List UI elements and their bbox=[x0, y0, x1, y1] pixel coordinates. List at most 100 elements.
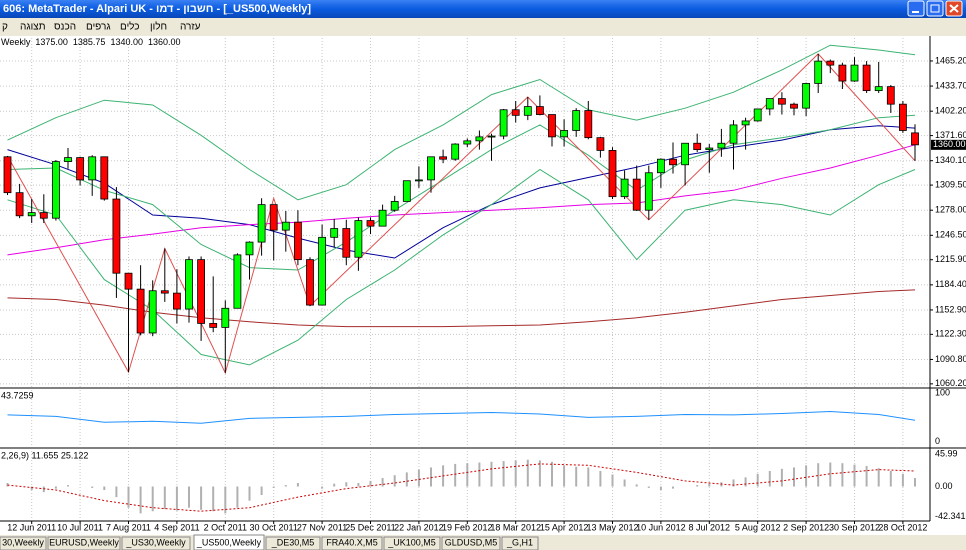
minimize-button[interactable] bbox=[907, 0, 925, 17]
y-tick-label: 1246.50 bbox=[935, 230, 966, 240]
candle-body bbox=[499, 109, 508, 137]
tab-label[interactable]: EURUSD,Weekly bbox=[49, 537, 119, 547]
chart-header: Weekly 1375.00 1385.75 1340.00 1360.00 bbox=[1, 37, 181, 47]
candle-body bbox=[729, 124, 738, 144]
restore-button[interactable] bbox=[926, 0, 944, 17]
tab-label[interactable]: 30,Weekly bbox=[2, 537, 44, 547]
candle-body bbox=[620, 178, 629, 198]
x-tick-label: 25 Dec 2011 bbox=[345, 522, 395, 532]
tab[interactable] bbox=[0, 536, 47, 550]
tab[interactable] bbox=[383, 536, 441, 550]
candle-body bbox=[765, 98, 774, 110]
tab-label[interactable]: _G,H1 bbox=[506, 537, 533, 547]
panel-label: 43.7259 bbox=[1, 390, 34, 400]
candle-body bbox=[39, 212, 48, 219]
y-tick-label: 1122.30 bbox=[935, 329, 966, 339]
chart-window bbox=[0, 36, 966, 535]
candle-body bbox=[209, 323, 218, 328]
title-bar bbox=[0, 0, 966, 18]
x-tick-label: 27 Nov 2011 bbox=[297, 522, 347, 532]
candle-body bbox=[27, 212, 36, 217]
candle-body bbox=[802, 83, 810, 109]
ohlc-value: 1385.75 bbox=[73, 37, 106, 47]
menu-bar bbox=[0, 18, 966, 36]
menu-item[interactable]: חלון bbox=[150, 21, 167, 33]
candle-body bbox=[898, 103, 907, 131]
candle-body bbox=[366, 220, 375, 227]
candle-body bbox=[15, 192, 24, 217]
menu-item[interactable]: הכנס bbox=[54, 22, 76, 33]
x-tick-label: 28 Oct 2012 bbox=[878, 522, 927, 532]
candle-body bbox=[741, 120, 750, 126]
candle-body bbox=[294, 221, 302, 261]
x-tick-label: 13 May 2012 bbox=[586, 522, 638, 532]
candle-body bbox=[886, 86, 895, 105]
indicator-line bbox=[7, 289, 916, 328]
tab-label[interactable]: FRA40.X,M5 bbox=[326, 537, 378, 547]
candle-body bbox=[197, 259, 206, 324]
y-tick-label: -42.341 bbox=[935, 511, 966, 521]
ohlc-value: 1340.00 bbox=[110, 37, 143, 47]
candle-body bbox=[64, 157, 72, 162]
y-tick-label: 1465.20 bbox=[935, 55, 966, 65]
tab[interactable] bbox=[501, 536, 539, 550]
tab-label[interactable]: _US500,Weekly bbox=[196, 537, 262, 547]
y-tick-label: 1433.70 bbox=[935, 80, 966, 90]
indicator-line bbox=[7, 125, 916, 259]
candle-body bbox=[354, 220, 363, 258]
candle-body bbox=[100, 156, 109, 200]
restore-icon bbox=[930, 4, 940, 13]
y-tick-label: 45.99 bbox=[935, 448, 958, 458]
menu: ק תצוגה הכנס גרפים כלים חלון עזרה bbox=[2, 21, 201, 33]
x-tick-label: 7 Aug 2011 bbox=[106, 522, 151, 532]
tab[interactable] bbox=[121, 536, 191, 550]
y-tick-label: 100 bbox=[935, 387, 950, 397]
candle-body bbox=[281, 221, 290, 231]
candle-body bbox=[390, 201, 399, 211]
candle-body bbox=[644, 172, 653, 211]
y-tick-label: 1278.00 bbox=[935, 205, 966, 215]
candle-body bbox=[318, 236, 326, 306]
candle-body bbox=[656, 158, 665, 174]
candle-body bbox=[221, 307, 230, 328]
tab[interactable] bbox=[321, 536, 383, 550]
tab[interactable] bbox=[47, 536, 121, 550]
tab[interactable] bbox=[441, 536, 501, 550]
x-tick-label: 10 Jul 2011 bbox=[57, 522, 103, 532]
candle-body bbox=[3, 156, 12, 194]
menu-item[interactable]: גרפים bbox=[86, 22, 111, 33]
candle-body bbox=[705, 147, 714, 151]
x-tick-label: 4 Sep 2011 bbox=[154, 522, 199, 532]
candle-body bbox=[88, 156, 97, 181]
menu-item[interactable]: ק bbox=[2, 22, 8, 33]
tab-label[interactable]: GLDUSD,M5 bbox=[445, 537, 498, 547]
ohlc-value: 1360.00 bbox=[148, 37, 181, 47]
tab-label[interactable]: _UK100,M5 bbox=[387, 537, 436, 547]
indicator-line bbox=[7, 144, 916, 256]
y-tick-label: 1090.80 bbox=[935, 354, 966, 364]
tab-label[interactable]: _DE30,M5 bbox=[271, 537, 315, 547]
menu-item[interactable]: עזרה bbox=[180, 22, 201, 33]
candle-body bbox=[475, 136, 484, 142]
y-tick-label: 1215.90 bbox=[935, 254, 966, 264]
tab[interactable] bbox=[265, 536, 321, 550]
candle-body bbox=[463, 140, 472, 145]
y-tick-label: 1402.20 bbox=[935, 106, 966, 116]
candle-body bbox=[124, 272, 133, 290]
candle-body bbox=[523, 106, 532, 116]
tab[interactable] bbox=[193, 534, 265, 550]
signal-line bbox=[7, 463, 916, 512]
indicator-line bbox=[7, 44, 916, 201]
ohlc-value: 1375.00 bbox=[35, 37, 68, 47]
x-tick-label: 2 Sep 2012 bbox=[783, 522, 829, 532]
menu-item[interactable]: תצוגה bbox=[20, 22, 46, 33]
window-title: 606: MetaTrader - Alpari UK - חשבון - דמ… bbox=[3, 3, 311, 15]
candle-body bbox=[548, 114, 556, 138]
x-tick-label: 18 Mar 2012 bbox=[490, 522, 541, 532]
candle-body bbox=[451, 143, 460, 160]
tab-label[interactable]: _US30,Weekly bbox=[125, 537, 186, 547]
menu-item[interactable]: כלים bbox=[120, 21, 140, 33]
candle-body bbox=[160, 290, 169, 294]
candle-body bbox=[777, 98, 786, 105]
